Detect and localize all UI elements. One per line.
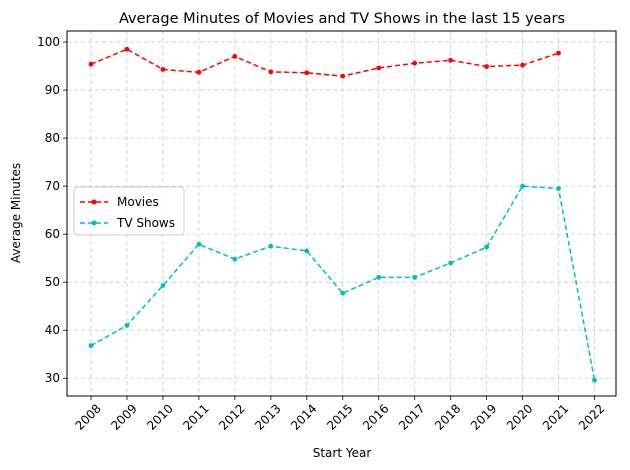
plot-frame bbox=[66, 30, 617, 397]
series-point-0 bbox=[196, 69, 202, 75]
x-axis-ticks: 2008 2009 2010 2011 2012 2013 2014 2015 2016 2017… bbox=[72, 396, 607, 433]
legend-movies-label: Movies bbox=[117, 195, 159, 209]
y-tick-label: 90 bbox=[45, 83, 60, 97]
y-axis-label: Average Minutes bbox=[9, 163, 23, 263]
y-tick-label: 30 bbox=[45, 371, 60, 385]
x-tick-label: 2016 bbox=[360, 401, 391, 432]
series-point-1 bbox=[484, 244, 490, 250]
grid bbox=[67, 31, 616, 396]
series-point-1 bbox=[232, 256, 238, 262]
series-line-1 bbox=[90, 185, 596, 381]
series-point-0 bbox=[232, 54, 238, 59]
x-tick-label: 2011 bbox=[180, 401, 211, 432]
series-point-0 bbox=[160, 67, 166, 72]
series-point-1 bbox=[412, 274, 418, 280]
series-point-1 bbox=[196, 241, 202, 247]
series-point-1 bbox=[124, 323, 130, 328]
x-tick-label: 2015 bbox=[324, 401, 355, 432]
x-tick-label: 2019 bbox=[468, 401, 499, 432]
y-tick-label: 50 bbox=[45, 275, 60, 289]
series-point-0 bbox=[304, 70, 310, 76]
series-point-1 bbox=[88, 343, 94, 348]
legend-box bbox=[73, 186, 185, 236]
legend-tvshows-label: TV Shows bbox=[116, 216, 175, 230]
series-point-0 bbox=[124, 46, 130, 52]
series-point-0 bbox=[484, 64, 490, 69]
x-tick-label: 2013 bbox=[252, 401, 283, 432]
x-tick-label: 2017 bbox=[396, 401, 427, 432]
series-point-1 bbox=[304, 248, 310, 254]
series-point-0 bbox=[412, 60, 418, 66]
series-point-0 bbox=[340, 73, 346, 79]
x-tick-label: 2010 bbox=[144, 401, 175, 432]
chart-title: Average Minutes of Movies and TV Shows i… bbox=[119, 11, 565, 27]
y-tick-label: 100 bbox=[37, 35, 60, 49]
y-tick-label: 40 bbox=[45, 323, 60, 337]
series-point-1 bbox=[556, 186, 561, 191]
series-point-1 bbox=[268, 243, 274, 249]
y-tick-label: 70 bbox=[45, 179, 60, 193]
x-tick-label: 2018 bbox=[432, 401, 463, 432]
series-point-0 bbox=[268, 69, 274, 75]
series-point-1 bbox=[340, 290, 346, 296]
series-layer bbox=[88, 46, 597, 383]
y-tick-label: 60 bbox=[45, 227, 60, 241]
series-point-1 bbox=[520, 183, 525, 189]
series-point-1 bbox=[160, 283, 166, 288]
x-tick-label: 2014 bbox=[288, 401, 319, 432]
x-tick-label: 2021 bbox=[540, 401, 571, 432]
legend: Movies TV Shows bbox=[73, 186, 185, 236]
x-tick-label: 2012 bbox=[216, 401, 247, 432]
x-tick-label: 2022 bbox=[576, 401, 607, 432]
series-point-1 bbox=[592, 377, 597, 383]
x-tick-label: 2009 bbox=[108, 401, 139, 432]
series-point-1 bbox=[376, 274, 382, 280]
legend-tvshows-marker bbox=[91, 220, 97, 226]
y-axis-ticks: 30 40 50 60 70 80 90 100 bbox=[37, 35, 67, 385]
series-line-0 bbox=[90, 48, 559, 77]
series-point-0 bbox=[556, 50, 561, 56]
x-tick-label: 2020 bbox=[504, 401, 535, 432]
series-point-0 bbox=[448, 57, 454, 63]
legend-movies-marker bbox=[91, 199, 97, 205]
series-point-0 bbox=[88, 61, 94, 67]
x-axis-label: Start Year bbox=[313, 446, 372, 460]
x-tick-label: 2008 bbox=[72, 401, 103, 432]
y-tick-label: 80 bbox=[45, 131, 60, 145]
series-point-1 bbox=[448, 260, 454, 266]
series-point-0 bbox=[376, 65, 382, 71]
series-point-0 bbox=[520, 62, 525, 68]
